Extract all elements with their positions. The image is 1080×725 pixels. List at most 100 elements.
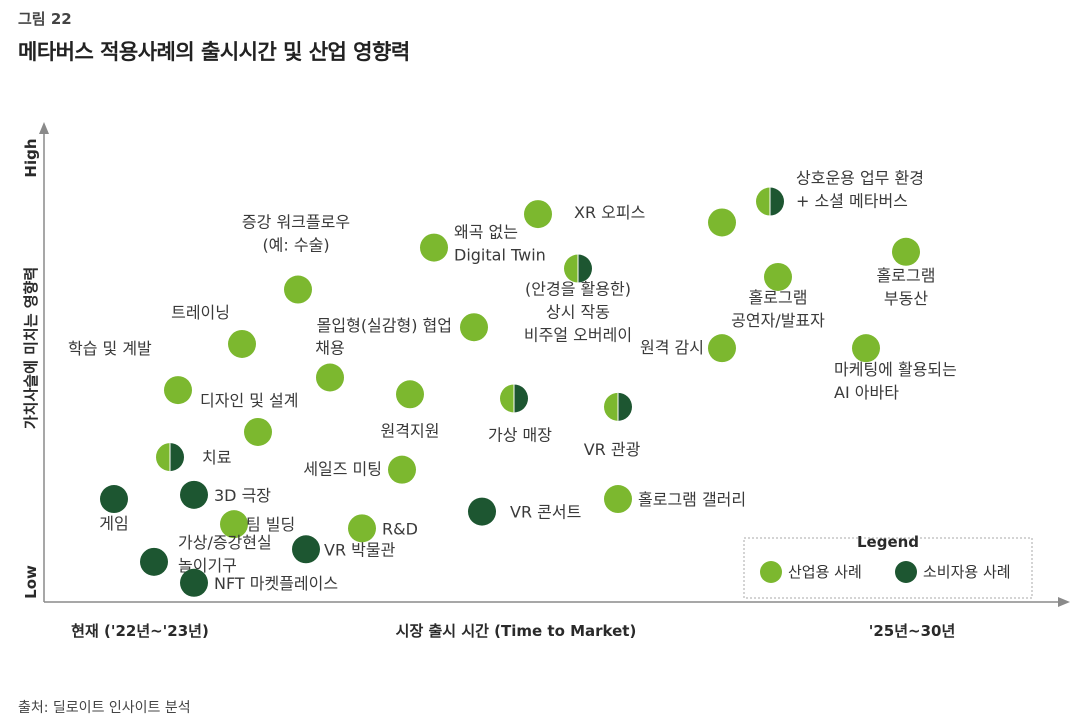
- data-point: 왜곡 없는 Digital Twin: [420, 223, 546, 265]
- point-label: 홀로그램: [877, 266, 936, 285]
- point-marker: [708, 208, 736, 237]
- data-point: 채용: [315, 339, 345, 392]
- point-label: 마케팅에 활용되는: [834, 360, 957, 379]
- data-point: R&D: [348, 514, 418, 543]
- point-marker: [140, 547, 168, 576]
- point-label: 왜곡 없는: [454, 223, 518, 242]
- point-marker: [164, 376, 192, 405]
- point-label: R&D: [382, 519, 418, 538]
- legend-title: Legend: [857, 533, 919, 551]
- point-label: 채용: [315, 339, 344, 358]
- point-marker-consumer-half: [770, 187, 785, 216]
- point-marker-consumer-half: [618, 392, 633, 421]
- point-marker: [852, 334, 880, 363]
- point-marker: [764, 262, 792, 291]
- point-marker: [468, 497, 496, 526]
- data-point: 세일즈 미팅: [303, 455, 416, 484]
- point-label: 부동산: [884, 289, 928, 308]
- data-point: 가상 매장: [488, 384, 552, 444]
- point-marker: [244, 417, 272, 446]
- point-label: 비주얼 오버레이: [524, 326, 632, 345]
- data-point: [708, 208, 736, 237]
- y-tick-high: High: [22, 138, 40, 177]
- data-point: 팀 빌딩: [220, 510, 295, 539]
- point-label: 상호운용 업무 환경: [796, 169, 924, 188]
- point-marker: [524, 200, 552, 229]
- point-label: VR 관광: [584, 440, 641, 459]
- point-label: (예: 수술): [262, 236, 329, 255]
- point-marker: [220, 510, 248, 539]
- data-point: VR 콘서트: [468, 497, 581, 526]
- point-marker-industry-half: [564, 254, 578, 283]
- point-marker: [420, 233, 448, 262]
- point-label: 가상 매장: [488, 425, 552, 444]
- point-label: 트레이닝: [171, 303, 230, 322]
- point-marker-consumer-half: [578, 254, 593, 283]
- data-point: 마케팅에 활용되는 AI 아바타: [834, 334, 957, 402]
- data-point: 트레이닝: [171, 303, 256, 358]
- point-label: 게임: [99, 514, 128, 533]
- data-point: 학습 및 계발: [68, 339, 192, 405]
- point-marker: [180, 568, 208, 597]
- point-label: (안경을 활용한): [525, 280, 631, 299]
- x-axis-label: 시장 출시 시간 (Time to Market): [396, 622, 637, 640]
- point-label: 팀 빌딩: [246, 515, 295, 534]
- point-label: NFT 마켓플레이스: [214, 574, 338, 593]
- legend-label: 산업용 사례: [788, 563, 862, 581]
- point-marker-consumer-half: [514, 384, 528, 413]
- point-marker: [708, 334, 736, 363]
- point-marker: [892, 237, 920, 266]
- legend-label: 소비자용 사례: [923, 563, 1011, 581]
- point-marker: [284, 275, 312, 304]
- data-point: 게임: [99, 485, 129, 533]
- point-marker: [348, 514, 376, 543]
- point-label: 증강 워크플로우: [242, 213, 350, 232]
- point-marker: [292, 535, 320, 564]
- point-marker-consumer-half: [170, 443, 184, 472]
- data-point: 상호운용 업무 환경 + 소셜 메타버스: [756, 169, 924, 216]
- point-label: 공연자/발표자: [731, 311, 825, 330]
- point-marker-industry-half: [500, 384, 514, 413]
- x-tick-start: 현재 ('22년~'23년): [71, 622, 209, 640]
- point-marker-industry-half: [604, 392, 618, 421]
- data-point: 원격지원: [381, 380, 439, 440]
- data-point: 치료: [156, 443, 231, 472]
- point-marker: [180, 480, 208, 509]
- data-point: VR 관광: [584, 392, 641, 459]
- legend-marker: [895, 561, 917, 583]
- point-label: 치료: [202, 448, 231, 467]
- point-label: VR 콘서트: [510, 503, 581, 522]
- point-marker: [460, 313, 488, 342]
- x-axis-arrow: [1058, 597, 1070, 607]
- point-label: 원격 감시: [640, 338, 704, 357]
- figure-number: 그림 22: [18, 10, 72, 28]
- legend-marker: [760, 561, 782, 583]
- data-point: VR 박물관: [292, 535, 396, 564]
- point-marker: [100, 485, 128, 514]
- data-point: 디자인 및 설계: [200, 391, 299, 446]
- point-label: 세일즈 미팅: [303, 460, 382, 479]
- point-marker: [604, 485, 632, 514]
- point-label: XR 오피스: [574, 203, 645, 222]
- source-note: 출처: 딜로이트 인사이트 분석: [18, 700, 191, 716]
- x-tick-end: '25년~30년: [869, 622, 956, 640]
- point-marker: [396, 380, 424, 409]
- point-label: VR 박물관: [324, 540, 396, 559]
- point-label: + 소셜 메타버스: [796, 192, 908, 211]
- point-label: AI 아바타: [834, 383, 899, 402]
- point-label: 상시 작동: [546, 303, 610, 322]
- point-marker-industry-half: [756, 187, 770, 216]
- point-label: 몰입형(실감형) 협업: [317, 316, 452, 335]
- data-point: XR 오피스: [524, 200, 645, 229]
- figure-title: 메타버스 적용사례의 출시시간 및 산업 영향력: [18, 40, 410, 64]
- data-point: 홀로그램 갤러리: [604, 485, 746, 514]
- point-label: Digital Twin: [454, 246, 546, 265]
- point-label: 홀로그램 갤러리: [638, 490, 746, 509]
- y-tick-low: Low: [22, 565, 40, 599]
